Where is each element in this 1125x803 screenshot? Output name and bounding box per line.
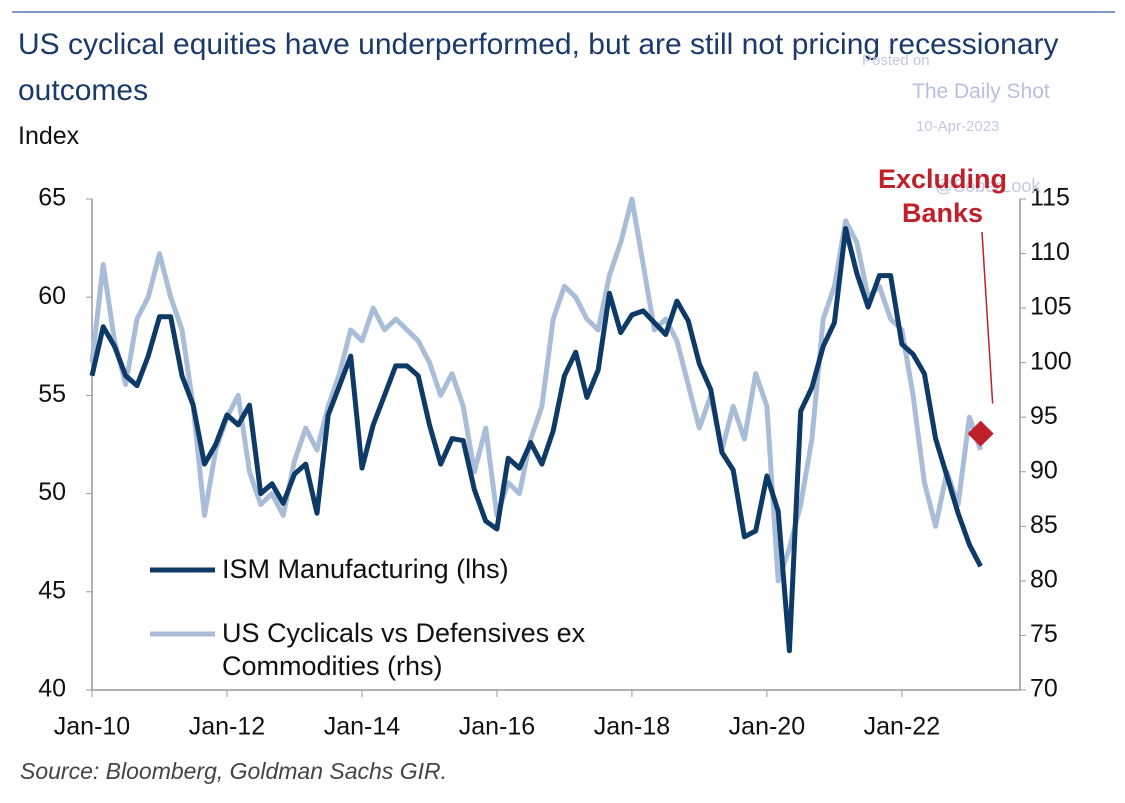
y2-tick-label: 85 [1030,511,1058,539]
annotation-marker [967,420,994,447]
x-tick-label: Jan-20 [729,713,805,741]
watermark: @SoberLook [935,176,1041,196]
x-tick-label: Jan-18 [594,713,670,741]
y2-tick-label: 100 [1030,347,1072,375]
y2-tick-label: 75 [1030,620,1058,648]
series-line [89,196,983,584]
watermark: Posted on [862,52,930,69]
x-tick-label: Jan-10 [54,713,130,741]
x-tick-label: Jan-14 [324,713,401,741]
series-line [89,226,983,654]
y2-tick-label: 110 [1030,238,1070,266]
y2-tick-label: 105 [1030,293,1072,321]
y-tick-label: 50 [38,478,66,506]
y2-tick-label: 80 [1030,565,1058,593]
y2-tick-label: 70 [1030,675,1058,703]
y2-tick-label: 115 [1030,184,1070,212]
legend-label: ISM Manufacturing (lhs) [222,554,509,584]
watermark: 10-Apr-2023 [916,118,1000,135]
y-tick-label: 60 [38,282,66,310]
y2-tick-label: 95 [1030,402,1058,430]
x-tick-label: Jan-22 [864,713,940,741]
x-tick-label: Jan-12 [189,713,265,741]
y-tick-label: 45 [38,576,66,604]
annotation-text: Excluding Banks [877,164,1007,228]
y-axis-label: Index [18,122,80,150]
watermark: The Daily Shot [912,80,1050,103]
chart-title: US cyclical equities have underperformed… [18,28,1059,107]
legend-label: US Cyclicals vs Defensives ex Commoditie… [222,618,586,681]
y2-tick-label: 90 [1030,456,1058,484]
x-tick-label: Jan-16 [459,713,535,741]
y-tick-label: 55 [38,380,66,408]
y-tick-label: 65 [38,184,66,212]
annotation-arrow [981,231,994,404]
plot-area: 40 45 50 55 60 65 70 75 80 85 90 95 100 105 110 115 Jan-… [38,184,1072,741]
source: Source: Bloomberg, Goldman Sachs GIR. [20,758,447,784]
y-tick-label: 40 [38,675,66,703]
